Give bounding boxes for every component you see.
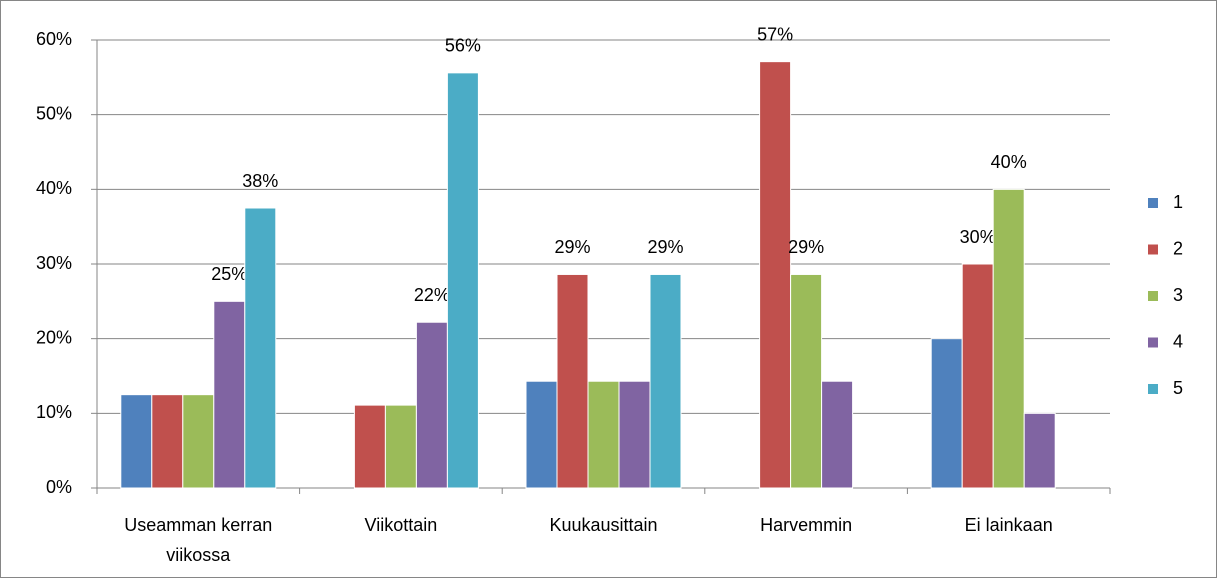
bar: [790, 273, 823, 489]
bar: [1023, 412, 1056, 489]
bar: [961, 263, 994, 489]
data-label: 22%: [414, 285, 450, 305]
bar: [525, 380, 558, 489]
y-tick-label: 60%: [36, 29, 72, 49]
bar: [587, 380, 620, 489]
bar: [353, 404, 386, 489]
legend-swatch: [1148, 291, 1158, 301]
y-tick-label: 10%: [36, 402, 72, 422]
data-label: 29%: [647, 237, 683, 257]
bar: [151, 394, 184, 489]
bar: [244, 207, 277, 489]
legend-swatch: [1148, 337, 1158, 348]
y-tick-label: 40%: [36, 178, 72, 198]
y-tick-label: 20%: [36, 327, 72, 347]
bar: [930, 338, 963, 489]
legend-label: 4: [1173, 331, 1183, 351]
bar: [446, 72, 479, 489]
legend-label: 1: [1173, 192, 1183, 212]
data-label: 40%: [991, 152, 1027, 172]
bar: [182, 394, 215, 489]
bar: [992, 188, 1025, 489]
bar: [759, 61, 792, 489]
bar: [120, 394, 153, 489]
y-tick-label: 50%: [36, 103, 72, 123]
bar: [415, 321, 448, 489]
data-label: 57%: [757, 24, 793, 44]
bar: [821, 380, 854, 489]
legend-label: 3: [1173, 285, 1183, 305]
data-label: 29%: [554, 237, 590, 257]
bar: [649, 273, 682, 489]
bar: [556, 273, 589, 489]
legend-label: 5: [1173, 378, 1183, 398]
x-tick-label: Useamman kerran viikossa: [124, 515, 273, 565]
data-label: 38%: [242, 171, 278, 191]
x-tick-label: Ei lainkaan: [964, 515, 1053, 535]
data-label: 56%: [445, 36, 481, 56]
bar: [384, 404, 417, 489]
x-tick-label: Harvemmin: [760, 515, 853, 535]
y-tick-label: 30%: [36, 253, 72, 273]
legend-swatch: [1148, 198, 1158, 208]
bar: [618, 380, 651, 489]
bar: [213, 300, 246, 489]
legend-swatch: [1148, 244, 1158, 255]
y-tick-label: 0%: [46, 477, 72, 497]
legend-label: 2: [1173, 238, 1183, 258]
data-label: 29%: [788, 237, 824, 257]
x-tick-label: Viikottain: [364, 515, 438, 535]
x-tick-label: Kuukausittain: [549, 515, 658, 535]
legend-swatch: [1148, 384, 1158, 394]
data-label: 30%: [960, 227, 996, 247]
data-label: 25%: [211, 264, 247, 284]
